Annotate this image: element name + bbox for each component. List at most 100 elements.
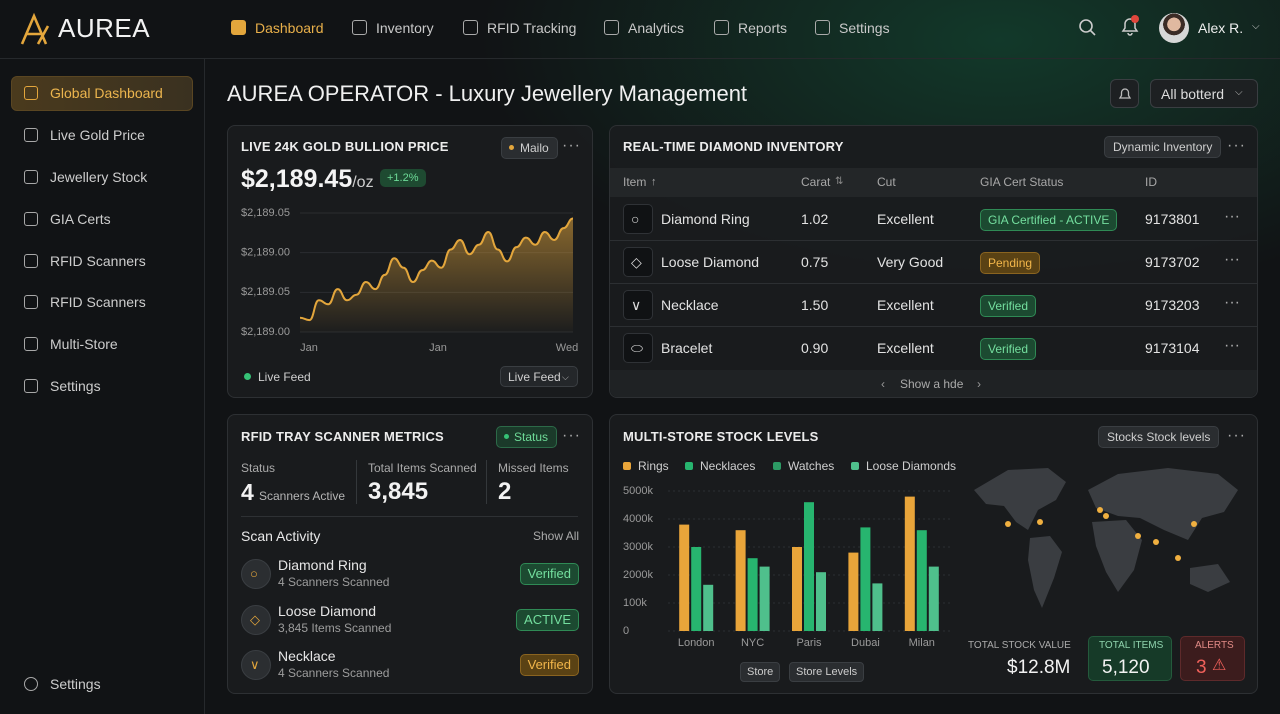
nav-item[interactable]: Dashboard <box>255 20 324 36</box>
alert-button[interactable] <box>1110 79 1139 108</box>
pin <box>1135 533 1141 539</box>
feed-dropdown-label[interactable]: Live Feed <box>508 370 561 384</box>
stock-menu[interactable]: ··· <box>1227 427 1246 444</box>
rfid-card <box>227 414 593 694</box>
sidebar-item[interactable]: Global Dashboard <box>50 85 163 101</box>
sidebar-icon <box>24 379 38 393</box>
legend-swatch <box>685 462 693 470</box>
row-menu[interactable]: ··· <box>1224 294 1240 311</box>
y-tick-label: $2,189.00 <box>241 247 290 259</box>
row-menu[interactable]: ··· <box>1224 337 1240 354</box>
sidebar-icon <box>24 128 38 142</box>
bar <box>691 547 702 631</box>
sidebar-item[interactable]: Jewellery Stock <box>50 169 148 185</box>
pager[interactable]: Show a hde <box>900 377 964 391</box>
row-menu[interactable]: ··· <box>1224 251 1240 268</box>
item-icon <box>623 290 653 320</box>
rfid-menu[interactable]: ··· <box>562 427 581 444</box>
sort-icon: ↑ <box>651 176 657 188</box>
legend-entry[interactable]: Watches <box>788 459 835 473</box>
store-button[interactable]: Store <box>740 662 781 682</box>
australia <box>1190 564 1230 592</box>
sidebar-item[interactable]: RFID Scanners <box>50 294 146 310</box>
sidebar-icon <box>24 86 38 100</box>
pager-bg <box>610 370 1257 397</box>
legend-entry[interactable]: Loose Diamonds <box>866 459 957 473</box>
row-menu[interactable]: ··· <box>1224 208 1240 225</box>
summary-value: 3 <box>1196 657 1207 678</box>
legend-entry[interactable]: Necklaces <box>700 459 756 473</box>
bar <box>816 572 826 631</box>
feed-dropdown[interactable] <box>500 366 578 387</box>
column-header[interactable]: Carat <box>801 175 831 189</box>
activity-name: Loose Diamond <box>278 602 377 619</box>
world-map <box>974 468 1238 608</box>
user-name[interactable]: Alex R. <box>1198 20 1244 36</box>
search-handle <box>1089 29 1096 36</box>
nav-icon <box>463 20 478 35</box>
y-tick-label: $2,189.05 <box>241 286 290 298</box>
sidebar-footer[interactable]: Settings <box>50 676 101 692</box>
gold-change: +1.2% <box>380 169 426 187</box>
sidebar-item[interactable]: Live Gold Price <box>50 127 145 143</box>
activity-glyph: ∨ <box>250 657 260 672</box>
nav-icon <box>352 20 367 35</box>
bar <box>792 547 802 631</box>
legend-entry[interactable]: Rings <box>638 459 669 473</box>
filter-dropdown[interactable] <box>1150 79 1258 108</box>
filter-caret: ⌵ <box>1235 87 1243 98</box>
y-tick-label: $2,189.00 <box>241 326 290 338</box>
nav-item[interactable]: Inventory <box>376 20 434 36</box>
store-button[interactable]: Store Levels <box>789 662 865 682</box>
nav-item[interactable]: RFID Tracking <box>487 20 577 36</box>
nav-item[interactable]: Analytics <box>628 20 685 36</box>
nav-item[interactable]: Reports <box>738 20 788 36</box>
summary-value: $12.8M <box>1007 657 1071 678</box>
pager-next[interactable]: › <box>977 377 981 391</box>
summary-label: TOTAL ITEMS <box>1099 640 1164 651</box>
sidebar-item[interactable]: GIA Certs <box>50 211 111 227</box>
show-all[interactable]: Show All <box>533 529 580 543</box>
row-divider <box>610 283 1257 284</box>
metric-label: Total Items Scanned <box>368 461 477 475</box>
bar <box>747 558 758 631</box>
y-tick-label: 5000k <box>623 485 653 497</box>
sidebar-item[interactable]: RFID Scanners <box>50 253 146 269</box>
gold-badge: Mailo <box>501 137 558 159</box>
eurasia <box>1088 468 1238 540</box>
live-feed: Live Feed <box>258 370 311 384</box>
metric-label: Status <box>241 461 276 475</box>
status-pill: GIA Certified - ACTIVE <box>980 209 1118 231</box>
pin <box>1097 507 1103 513</box>
cell: 9173104 <box>1145 340 1200 356</box>
nav-item[interactable]: Settings <box>839 20 890 36</box>
gold-menu[interactable]: ··· <box>562 137 581 154</box>
sidebar-item[interactable]: Settings <box>50 378 101 394</box>
store-pins <box>1005 507 1197 561</box>
sidebar-item[interactable]: Multi-Store <box>50 336 118 352</box>
sidebar-icon <box>24 677 38 691</box>
avatar[interactable] <box>1159 13 1189 43</box>
y-tick-label: 3000k <box>623 541 653 553</box>
search-icon[interactable] <box>1078 18 1098 38</box>
bell-icon[interactable] <box>1118 14 1142 38</box>
sidebar-icon <box>24 170 38 184</box>
sidebar-icon <box>24 295 38 309</box>
user-caret[interactable]: ⌵ <box>1252 21 1260 32</box>
pin <box>1037 519 1043 525</box>
bar <box>703 584 714 631</box>
cell: Excellent <box>877 297 934 313</box>
cell: 0.75 <box>801 254 829 270</box>
filter-label[interactable]: All botterd <box>1161 86 1225 102</box>
x-tick-label: Jan <box>429 342 447 354</box>
pager-prev[interactable]: ‹ <box>881 377 885 391</box>
feed-caret: ⌵ <box>562 372 569 382</box>
y-tick-label: 100k <box>623 597 647 609</box>
column-header[interactable]: Item <box>623 175 647 189</box>
item-icon <box>623 333 653 363</box>
cell: 1.50 <box>801 297 829 313</box>
bell-shape <box>1121 18 1139 36</box>
y-tick-label: 0 <box>623 625 629 637</box>
inventory-menu[interactable]: ··· <box>1227 137 1246 154</box>
